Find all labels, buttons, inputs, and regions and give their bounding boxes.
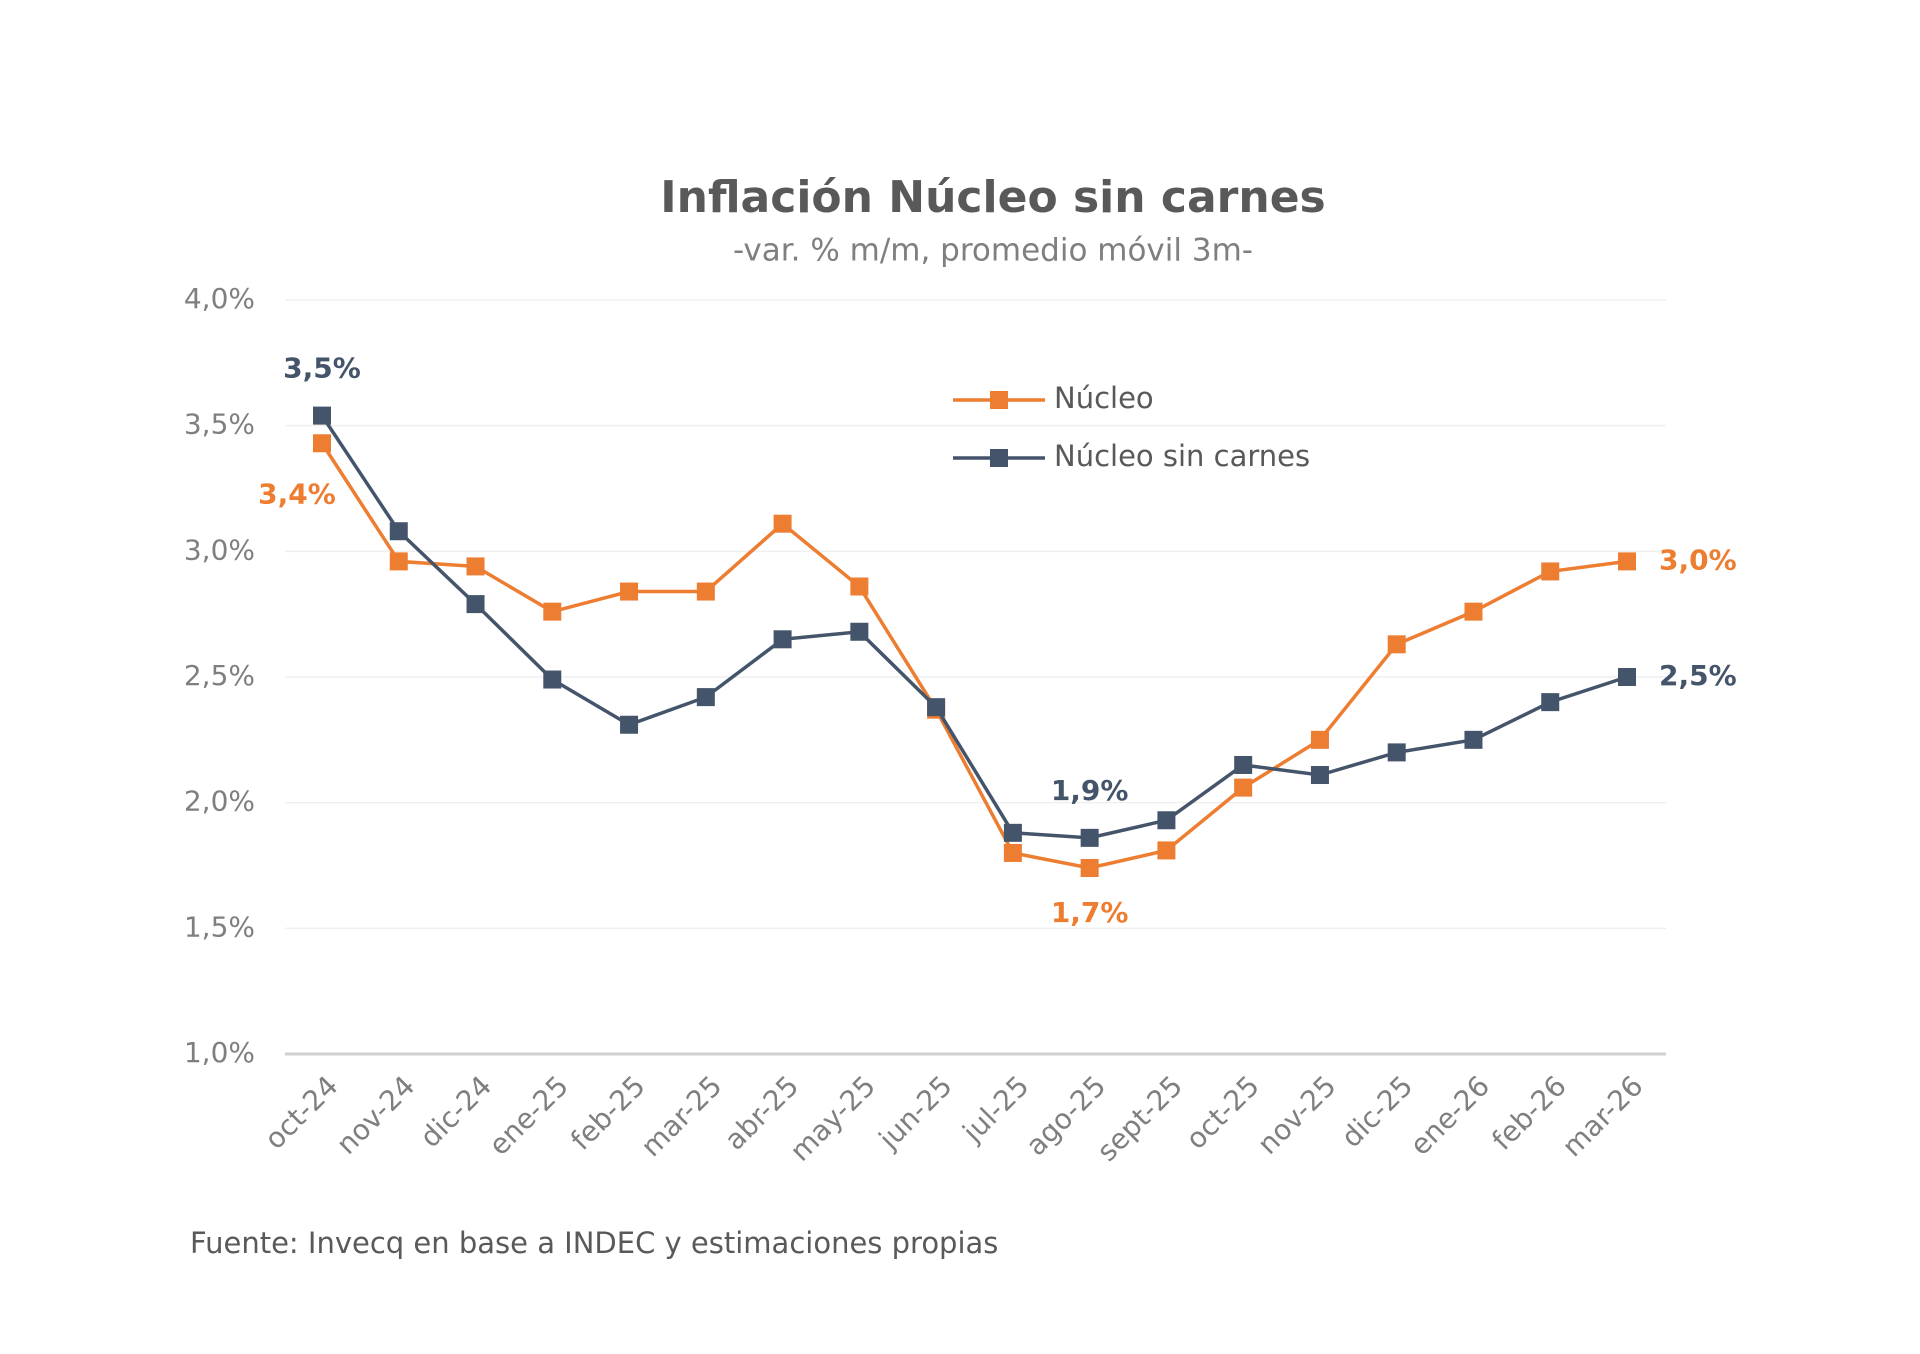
y-tick-label: 1,5% [184, 910, 255, 943]
x-tick-label: mar-26 [1556, 1069, 1650, 1163]
data-label: 3,0% [1659, 543, 1737, 576]
marker [466, 557, 485, 576]
marker [389, 552, 408, 571]
series-line [320, 414, 1628, 840]
marker [1080, 828, 1099, 847]
marker [543, 602, 562, 621]
y-tick-label: 3,0% [184, 533, 255, 566]
x-tick-label: oct-24 [258, 1069, 344, 1155]
marker [773, 630, 792, 649]
legend-marker [990, 391, 1008, 409]
x-tick-label: oct-25 [1179, 1069, 1265, 1155]
marker [1387, 635, 1406, 654]
legend-label: Núcleo [1054, 381, 1154, 415]
marker [1003, 823, 1022, 842]
marker [620, 715, 639, 734]
source-note: Fuente: Invecq en base a INDEC y estimac… [190, 1226, 998, 1260]
x-tick-label: mar-25 [634, 1069, 728, 1163]
marker [850, 622, 869, 641]
chart-subtitle: -var. % m/m, promedio móvil 3m- [733, 233, 1253, 269]
y-tick-label: 2,5% [184, 659, 255, 692]
marker [1541, 562, 1560, 581]
marker [696, 688, 715, 707]
marker [313, 406, 331, 425]
marker [543, 670, 562, 689]
data-label: 3,4% [258, 477, 336, 510]
y-tick-label: 3,5% [184, 408, 255, 441]
legend-marker [990, 449, 1008, 467]
marker [927, 698, 946, 717]
data-label: 1,9% [1051, 774, 1129, 807]
marker [313, 434, 331, 453]
series-line [320, 442, 1628, 870]
marker [1003, 843, 1022, 862]
marker [1464, 602, 1483, 621]
data-label: 2,5% [1659, 659, 1737, 692]
data-label: 3,5% [283, 352, 361, 385]
y-tick-label: 1,0% [184, 1036, 255, 1069]
marker [1080, 859, 1099, 878]
marker [1310, 766, 1329, 785]
legend-label: Núcleo sin carnes [1054, 439, 1310, 473]
marker [696, 582, 715, 601]
marker [1618, 668, 1636, 686]
x-tick-label: may-25 [783, 1069, 881, 1167]
chart-title: Inflación Núcleo sin carnes [660, 172, 1325, 223]
marker [1157, 841, 1176, 860]
marker [850, 577, 869, 596]
marker [1464, 730, 1483, 749]
data-label: 1,7% [1051, 896, 1129, 929]
marker [1541, 693, 1560, 712]
x-tick-label: nov-24 [330, 1069, 422, 1161]
x-tick-label: jun-25 [872, 1069, 959, 1156]
marker [1157, 811, 1176, 830]
marker [1387, 743, 1406, 762]
marker [389, 522, 408, 541]
marker [620, 582, 639, 601]
x-tick-label: ene-26 [1403, 1069, 1496, 1162]
x-tick-label: ene-25 [482, 1069, 575, 1162]
marker [773, 514, 792, 533]
y-tick-label: 2,0% [184, 785, 255, 818]
marker [466, 595, 485, 614]
y-tick-label: 4,0% [184, 282, 255, 315]
marker [1234, 778, 1253, 797]
marker [1310, 730, 1329, 749]
marker [1618, 552, 1636, 571]
x-tick-label: sept-25 [1091, 1069, 1190, 1168]
x-tick-label: nov-25 [1251, 1069, 1343, 1161]
marker [1234, 755, 1253, 774]
